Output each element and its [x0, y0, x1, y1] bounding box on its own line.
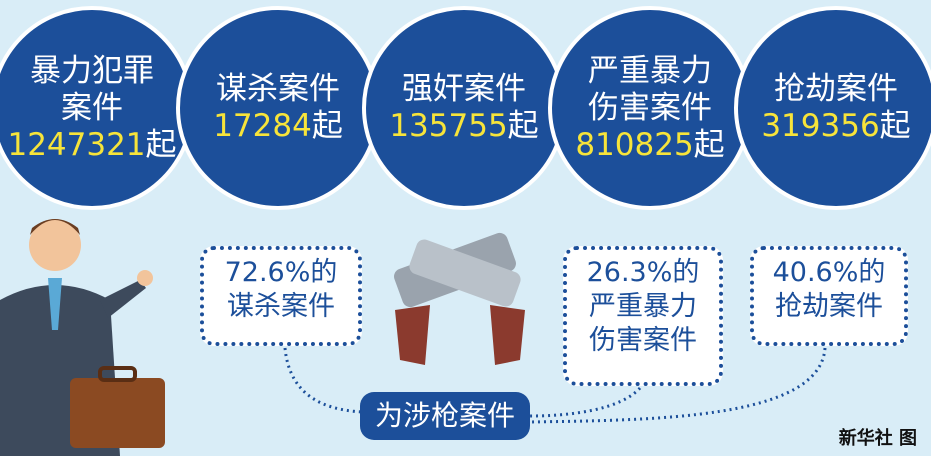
unit: 起 — [508, 108, 539, 144]
count: 319356 — [761, 108, 879, 144]
count: 135755 — [389, 108, 507, 144]
unit: 起 — [146, 127, 177, 163]
unit: 起 — [880, 108, 911, 144]
infographic: 暴力犯罪案件1247321起谋杀案件17284起强奸案件135755起严重暴力伤… — [0, 0, 931, 456]
box: 72.6%的谋杀案件 — [200, 246, 362, 346]
circle-label: 伤害案件 — [555, 90, 745, 127]
circle-label: 案件 — [0, 90, 187, 127]
box-line: 伤害案件 — [567, 324, 719, 358]
center-label: 为涉枪案件 — [360, 392, 530, 440]
unit: 起 — [312, 108, 343, 144]
circle-label: 严重暴力 — [555, 53, 745, 90]
count-row: 810825起 — [555, 127, 745, 164]
count-row: 319356起 — [741, 108, 931, 145]
box: 26.3%的严重暴力伤害案件 — [563, 246, 723, 386]
count-row: 135755起 — [369, 108, 559, 145]
box-line: 谋杀案件 — [204, 290, 358, 324]
box-line: 72.6%的 — [204, 256, 358, 290]
circle-label: 暴力犯罪 — [0, 53, 187, 90]
box-line: 严重暴力 — [567, 290, 719, 324]
circle-label: 强奸案件 — [369, 71, 559, 108]
count-row: 1247321起 — [0, 127, 187, 164]
box-line: 40.6%的 — [754, 256, 904, 290]
count: 17284 — [213, 108, 312, 144]
circle-label: 抢劫案件 — [741, 71, 931, 108]
pistols — [392, 231, 525, 365]
box-line: 26.3%的 — [567, 256, 719, 290]
box-line: 抢劫案件 — [754, 290, 904, 324]
count: 1247321 — [7, 127, 145, 163]
count-row: 17284起 — [183, 108, 373, 145]
box: 40.6%的抢劫案件 — [750, 246, 908, 346]
circle-label: 谋杀案件 — [183, 71, 373, 108]
credit: 新华社 图 — [839, 424, 917, 450]
unit: 起 — [694, 127, 725, 163]
man — [0, 219, 165, 456]
count: 810825 — [575, 127, 693, 163]
